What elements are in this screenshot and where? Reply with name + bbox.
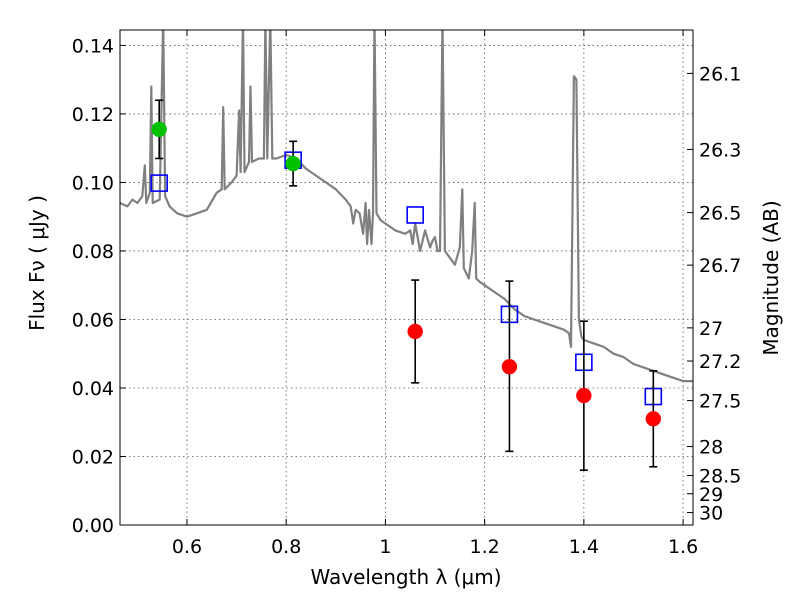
axis-ticks: 0.6 0.8 1 1.2 1.4 1.6 0.00 0.02 0.04 0.06 0.08 0.10… (72, 30, 741, 558)
red-point (576, 387, 592, 404)
y2-tick-label: 26.1 (699, 63, 741, 85)
y-tick-label: 0.08 (72, 241, 114, 263)
green-point (151, 121, 167, 138)
y2-tick-label: 27.2 (699, 351, 741, 373)
y2-tick-label: 29 (699, 484, 723, 506)
grid (120, 30, 693, 526)
y2-tick-label: 30 (699, 503, 723, 525)
y2-tick-label: 28 (699, 437, 723, 459)
y2-tick-label: 27 (699, 318, 723, 340)
y2-tick-label: 28.5 (699, 465, 741, 487)
x-tick-label: 1.4 (569, 536, 599, 558)
x-tick-label: 1.2 (470, 536, 500, 558)
y2-tick-label: 26.3 (699, 139, 741, 161)
y2-tick-label: 26.7 (699, 255, 741, 277)
x-tick-label: 0.8 (271, 536, 301, 558)
green-point (285, 155, 301, 172)
x-tick-label: 1.6 (668, 536, 698, 558)
red-point (501, 358, 518, 375)
plot-area (120, 30, 693, 471)
spectrum-line (120, 30, 693, 383)
y2-axis-label: Magnitude (AB) (759, 200, 783, 355)
red-point (645, 411, 662, 427)
x-tick-label: 1 (379, 536, 391, 558)
model-photometry-square (406, 206, 424, 224)
y-tick-label: 0.12 (72, 104, 114, 126)
model-photometry-square (150, 174, 168, 192)
y-tick-label: 0.06 (72, 309, 114, 331)
y2-tick-label: 26.5 (699, 203, 741, 225)
x-axis-label: Wavelength λ (μm) (310, 565, 501, 589)
y-axis-label: Flux Fν ( μJy ) (25, 195, 49, 331)
y-tick-label: 0.02 (72, 446, 114, 468)
x-tick-label: 0.6 (172, 536, 202, 558)
red-point (407, 323, 423, 340)
y-tick-label: 0.00 (72, 515, 114, 537)
plot-frame (119, 29, 694, 526)
y2-tick-label: 27.5 (699, 391, 741, 413)
y-tick-label: 0.10 (72, 172, 114, 194)
y-tick-label: 0.04 (72, 378, 114, 400)
y-tick-label: 0.14 (72, 35, 114, 57)
